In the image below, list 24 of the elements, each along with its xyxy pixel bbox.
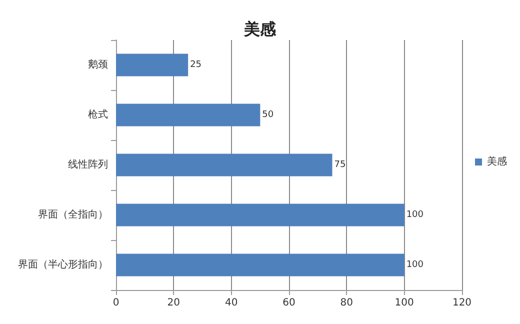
x-tick-label: 20 [167,298,180,308]
data-label: 100 [406,210,424,220]
bar [116,254,404,276]
legend-label: 美感 [487,156,507,168]
y-tick-label: 枪式 [88,108,108,120]
x-tick-label: 80 [340,298,354,308]
x-tick-label: 100 [394,298,414,308]
x-tick-label: 60 [282,298,296,308]
bar [116,204,404,226]
x-tick-label: 40 [224,298,238,308]
y-tick-label: 线性阵列 [68,158,108,170]
chart-title: 美感 [243,20,277,38]
y-tick-label: 界面（半心形指向） [18,258,108,270]
y-tick-label: 界面（全指向） [38,208,108,220]
data-label: 75 [334,160,346,170]
data-label: 100 [406,260,424,270]
x-tick-label: 120 [452,298,472,308]
bar [116,54,188,76]
data-label: 50 [262,110,274,120]
bar [116,154,332,176]
data-label: 25 [190,60,202,70]
x-tick-label: 0 [112,298,120,308]
y-tick-label: 鹅颈 [88,58,108,70]
bar [116,104,260,126]
